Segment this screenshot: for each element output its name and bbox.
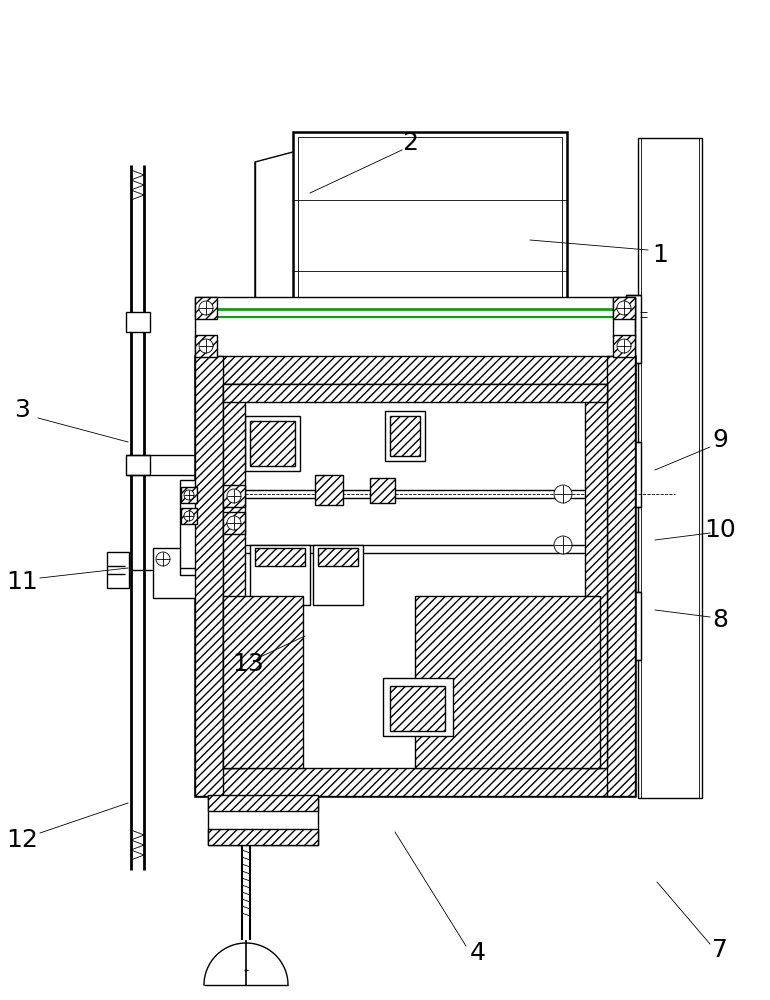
Bar xyxy=(626,442,641,507)
Bar xyxy=(223,384,245,768)
Text: 8: 8 xyxy=(712,608,728,632)
Bar xyxy=(385,411,425,461)
Bar xyxy=(613,297,635,319)
Bar xyxy=(255,548,305,566)
Text: 9: 9 xyxy=(712,428,728,452)
Circle shape xyxy=(156,552,170,566)
Bar xyxy=(208,829,318,845)
Text: 7: 7 xyxy=(712,938,728,962)
Bar xyxy=(250,421,295,466)
Bar xyxy=(126,312,150,332)
Bar xyxy=(195,297,635,357)
Circle shape xyxy=(199,301,213,315)
Text: 4: 4 xyxy=(470,941,486,965)
Bar xyxy=(223,512,245,534)
Bar xyxy=(613,335,635,357)
Circle shape xyxy=(184,490,194,500)
Bar xyxy=(415,596,600,768)
Text: 13: 13 xyxy=(232,652,264,676)
Circle shape xyxy=(199,339,213,353)
Bar xyxy=(250,545,310,605)
Bar xyxy=(153,548,198,598)
Bar xyxy=(585,384,607,768)
Bar xyxy=(318,548,358,566)
Circle shape xyxy=(184,511,194,521)
Bar xyxy=(626,295,641,363)
Text: 12: 12 xyxy=(6,828,38,852)
Bar xyxy=(195,356,635,796)
Bar xyxy=(223,384,607,402)
Bar xyxy=(181,487,197,503)
Bar xyxy=(195,335,217,357)
Circle shape xyxy=(227,516,241,530)
Circle shape xyxy=(617,301,631,315)
Bar xyxy=(181,508,197,524)
Bar xyxy=(313,545,363,605)
Bar xyxy=(383,678,453,736)
Bar xyxy=(245,416,300,471)
Bar xyxy=(293,132,567,337)
Circle shape xyxy=(554,485,572,503)
Text: 11: 11 xyxy=(6,570,38,594)
Bar xyxy=(390,686,445,731)
Bar xyxy=(126,455,150,475)
Bar xyxy=(607,356,635,796)
Bar xyxy=(180,480,198,575)
Circle shape xyxy=(554,536,572,554)
Text: 1: 1 xyxy=(652,243,668,267)
Bar xyxy=(195,768,635,796)
Bar xyxy=(626,592,641,660)
Polygon shape xyxy=(255,152,293,317)
Circle shape xyxy=(227,489,241,503)
Bar xyxy=(315,475,343,505)
Bar xyxy=(195,356,223,796)
Bar xyxy=(223,596,303,768)
Bar xyxy=(298,137,562,332)
Bar xyxy=(638,138,702,798)
Bar xyxy=(208,795,318,811)
Bar xyxy=(223,485,245,507)
Bar xyxy=(370,478,395,503)
Text: 10: 10 xyxy=(704,518,736,542)
Bar xyxy=(195,356,635,384)
Text: 2: 2 xyxy=(402,131,418,155)
Bar xyxy=(390,416,420,456)
Bar xyxy=(208,795,318,845)
Text: 3: 3 xyxy=(14,398,30,422)
Circle shape xyxy=(617,339,631,353)
Bar xyxy=(107,552,129,588)
Bar xyxy=(195,297,217,319)
